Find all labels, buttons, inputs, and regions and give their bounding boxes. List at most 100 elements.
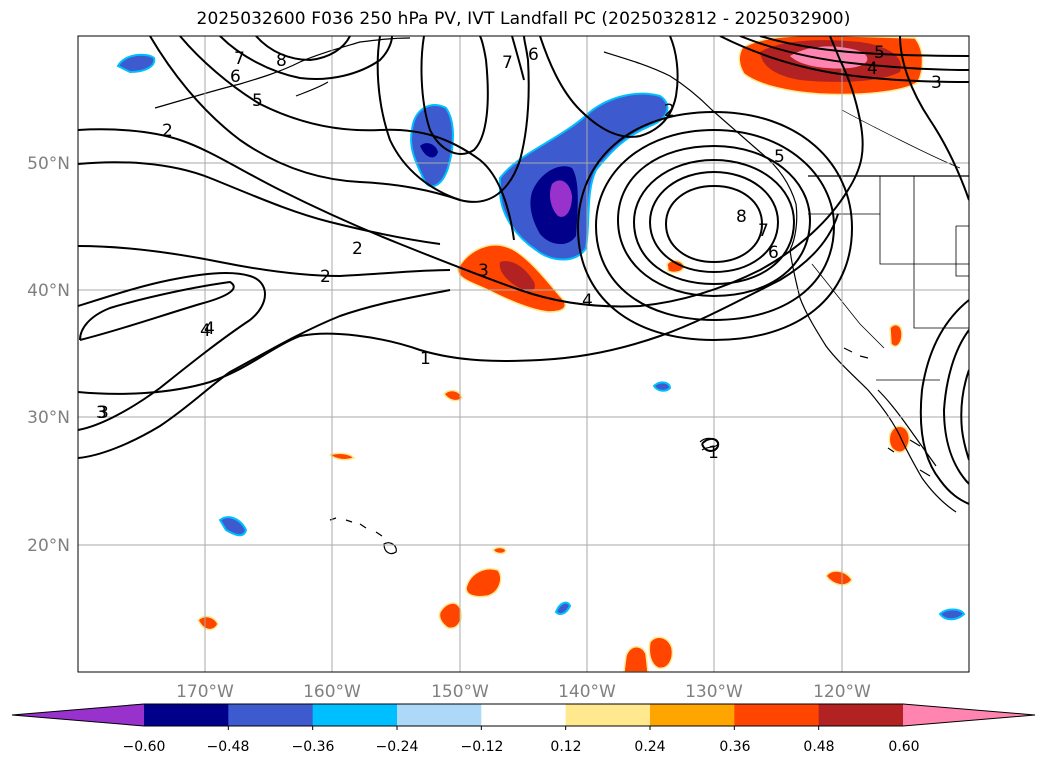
contour-label: 1 xyxy=(708,443,719,463)
chart-title: 2025032600 F036 250 hPa PV, IVT Landfall… xyxy=(196,9,851,29)
lon-label: 160°W xyxy=(303,682,361,702)
contour-label: 6 xyxy=(768,243,779,263)
contour-n-ridge-2 xyxy=(420,36,489,155)
contour-se-1 xyxy=(919,299,969,505)
anomaly-small-7 xyxy=(465,568,502,598)
contour-labels: 7 8 6 5 2 7 6 2 2 2 3 4 8 7 6 5 4 3 5 4 … xyxy=(96,43,942,463)
lon-label: 120°W xyxy=(813,682,871,702)
contour-label: 3 xyxy=(478,261,489,281)
colorbar-tick-label: 0.12 xyxy=(550,739,581,755)
contour-label: 7 xyxy=(234,49,245,69)
contour-4-west xyxy=(78,272,266,431)
lon-label: 140°W xyxy=(558,682,616,702)
lon-label: 130°W xyxy=(685,682,743,702)
contour-n-ridge-4 xyxy=(511,36,525,81)
lon-label: 150°W xyxy=(431,682,489,702)
contour-nw-2 xyxy=(149,36,461,201)
colorbar-tick-label: −0.24 xyxy=(376,739,419,755)
lat-label: 30°N xyxy=(27,408,70,428)
contour-closed-low-4 xyxy=(664,184,764,264)
colorbar-tick-label: −0.60 xyxy=(123,739,166,755)
hawaii-islands xyxy=(329,517,397,555)
anomaly-cool-small-1 xyxy=(652,381,672,392)
colorbar-segment xyxy=(312,704,398,726)
contour-closed-low-3 xyxy=(648,170,780,274)
contour-nw-4 xyxy=(219,36,393,81)
contour-n-ridge-1 xyxy=(376,36,530,203)
contour-label: 4 xyxy=(582,291,593,311)
contour-4-ne xyxy=(739,36,969,71)
colorbar-tick-label: −0.12 xyxy=(461,739,504,755)
contour-label: 4 xyxy=(204,319,215,339)
contour-closed-low-5 xyxy=(594,128,836,322)
map-plot-area: 7 8 6 5 2 7 6 2 2 2 3 4 8 7 6 5 4 3 5 4 … xyxy=(78,36,969,672)
contour-se-outer xyxy=(899,36,969,201)
contour-label: 5 xyxy=(874,43,885,63)
contour-label: 4 xyxy=(200,321,211,341)
anomaly-small-9 xyxy=(197,615,219,631)
contour-label: 3 xyxy=(96,403,107,423)
colorbar-segment xyxy=(397,704,482,726)
border-box-east xyxy=(955,225,969,277)
contour-label: 5 xyxy=(252,91,263,111)
colorbar-segment xyxy=(650,704,735,726)
contour-3-west xyxy=(78,289,451,459)
lat-label: 40°N xyxy=(27,281,70,301)
border-states-1 xyxy=(808,213,969,265)
contour-label: 2 xyxy=(162,121,173,141)
anomaly-cool-small-3 xyxy=(554,601,572,615)
contour-label: 7 xyxy=(502,53,513,73)
contour-label: 6 xyxy=(230,67,241,87)
anomaly-nw-small xyxy=(116,53,156,74)
contour-nw-1 xyxy=(78,161,441,245)
anomaly-small-10 xyxy=(825,570,853,586)
contour-5-ne xyxy=(759,36,969,57)
colorbar-segment xyxy=(565,704,651,726)
pv-contours xyxy=(78,36,969,505)
colorbar-tick-label: −0.36 xyxy=(292,739,335,755)
contour-label: 3 xyxy=(98,403,109,423)
contour-label: 8 xyxy=(736,207,747,227)
colorbar-tick-labels: −0.60 −0.48 −0.36 −0.24 −0.12 0.12 0.24 … xyxy=(123,739,920,755)
latitude-labels: 50°N 40°N 30°N 20°N xyxy=(27,154,70,556)
colorbar-segment xyxy=(818,704,904,726)
lat-label: 20°N xyxy=(27,536,70,556)
coastlines xyxy=(154,37,969,555)
contour-4-closed xyxy=(79,280,235,341)
border-states-2 xyxy=(879,176,969,329)
anomaly-cool-small-4 xyxy=(938,608,966,621)
contour-label: 8 xyxy=(276,51,287,71)
colorbar xyxy=(11,703,1036,730)
lon-label: 170°W xyxy=(176,682,234,702)
contour-closed-low-2 xyxy=(632,158,796,286)
contour-se-3 xyxy=(960,369,969,461)
anomaly-small-4 xyxy=(443,389,463,402)
colorbar-extend-min xyxy=(12,704,144,726)
contour-label: 2 xyxy=(664,101,675,121)
anomaly-small-2 xyxy=(889,323,903,348)
anomaly-cool-small-2 xyxy=(218,516,248,537)
contour-label: 2 xyxy=(352,239,363,259)
anomaly-west-band-peak xyxy=(550,180,572,217)
bay-area-features xyxy=(843,347,931,477)
colorbar-extend-max xyxy=(903,704,1035,726)
anomaly-central-core xyxy=(499,261,535,291)
coastline-alaska xyxy=(154,37,411,109)
contour-nw-5 xyxy=(255,36,351,62)
plot-frame xyxy=(77,35,970,673)
contour-label: 1 xyxy=(420,349,431,369)
contour-2-upper xyxy=(78,36,864,308)
colorbar-segment xyxy=(481,704,567,726)
colorbar-outline xyxy=(11,703,1036,727)
border-ca-nv xyxy=(811,263,885,349)
anomaly-small-8 xyxy=(438,602,462,629)
contour-closed-low-1 xyxy=(616,144,812,298)
contour-label: 6 xyxy=(528,45,539,65)
colorbar-segment xyxy=(228,704,314,726)
contour-2-lower xyxy=(78,245,451,278)
colorbar-tick-label: −0.48 xyxy=(207,739,250,755)
contour-label: 4 xyxy=(867,59,878,79)
contour-label: 5 xyxy=(774,147,785,167)
colorbar-tick-label: 0.36 xyxy=(719,739,750,755)
